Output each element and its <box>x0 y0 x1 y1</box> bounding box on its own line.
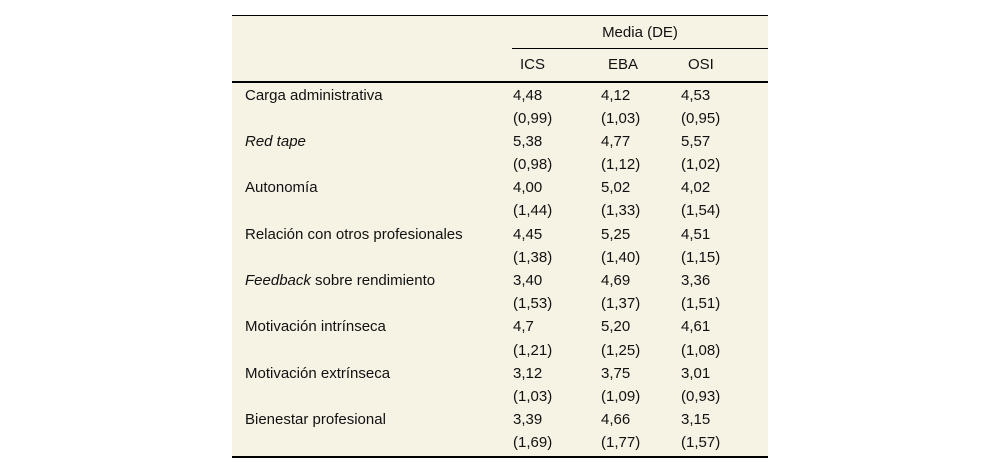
cell-mean-eba: 4,77 <box>601 132 631 150</box>
column-header-row: ICS EBA OSI <box>232 49 768 81</box>
table-row-sd: (1,53) (1,37) (1,51) <box>232 292 768 315</box>
table-row-sd: (1,38) (1,40) (1,15) <box>232 246 768 269</box>
cell-mean-osi: 4,02 <box>681 179 711 197</box>
cell-sd-osi: (1,08) <box>681 341 721 359</box>
cell-sd-eba: (1,12) <box>601 156 641 174</box>
cell-sd-osi: (1,57) <box>681 434 721 452</box>
row-label: Feedback sobre rendimiento <box>245 272 436 289</box>
cell-mean-ics: 5,38 <box>513 132 543 150</box>
row-label: Relación con otros profesionales <box>245 225 463 243</box>
row-label: Bienestar profesional <box>245 411 386 429</box>
table-row-mean: Motivación intrínseca 4,7 5,20 4,61 <box>232 315 768 338</box>
row-label: Red tape <box>245 132 306 150</box>
cell-sd-ics: (0,99) <box>513 109 553 127</box>
cell-sd-osi: (1,15) <box>681 248 721 266</box>
table-row-mean: Carga administrativa 4,48 4,12 4,53 <box>232 84 768 107</box>
cell-sd-eba: (1,09) <box>601 387 641 405</box>
cell-sd-eba: (1,37) <box>601 295 641 313</box>
cell-sd-osi: (1,02) <box>681 156 721 174</box>
group-header-row: Media (DE) <box>232 16 768 49</box>
cell-mean-eba: 4,12 <box>601 86 631 104</box>
table-row-sd: (0,99) (1,03) (0,95) <box>232 107 768 130</box>
cell-sd-ics: (0,98) <box>513 156 553 174</box>
table-header: Media (DE) ICS EBA OSI <box>232 16 768 83</box>
cell-sd-eba: (1,03) <box>601 109 641 127</box>
cell-sd-osi: (1,54) <box>681 202 721 220</box>
table-row-mean: Bienestar profesional 3,39 4,66 3,15 <box>232 408 768 431</box>
column-header-empty <box>232 49 512 81</box>
cell-mean-osi: 4,61 <box>681 318 711 336</box>
table-row-mean: Feedback sobre rendimiento 3,40 4,69 3,3… <box>232 269 768 292</box>
cell-mean-ics: 4,00 <box>513 179 543 197</box>
cell-mean-eba: 4,66 <box>601 411 631 429</box>
cell-sd-ics: (1,53) <box>513 295 553 313</box>
cell-mean-osi: 5,57 <box>681 132 711 150</box>
cell-mean-osi: 3,15 <box>681 411 711 429</box>
cell-sd-osi: (0,93) <box>681 387 721 405</box>
table-row-sd: (1,21) (1,25) (1,08) <box>232 339 768 362</box>
table-body: Carga administrativa 4,48 4,12 4,53 (0,9… <box>232 83 768 455</box>
cell-sd-eba: (1,40) <box>601 248 641 266</box>
row-label: Carga administrativa <box>245 86 383 104</box>
cell-mean-eba: 3,75 <box>601 364 631 382</box>
column-header-eba: EBA <box>608 56 639 73</box>
table-row-mean: Motivación extrínseca 3,12 3,75 3,01 <box>232 362 768 385</box>
cell-sd-ics: (1,44) <box>513 202 553 220</box>
column-header-osi: OSI <box>688 56 714 73</box>
cell-mean-osi: 3,36 <box>681 272 711 289</box>
table-row-mean: Red tape 5,38 4,77 5,57 <box>232 130 768 153</box>
cell-mean-osi: 3,01 <box>681 364 711 382</box>
row-label: Motivación extrínseca <box>245 364 391 382</box>
means-table: Media (DE) ICS EBA OSI Carga administrat… <box>232 15 768 458</box>
cell-mean-eba: 4,69 <box>601 272 631 289</box>
table-row-sd: (0,98) (1,12) (1,02) <box>232 153 768 176</box>
cell-sd-eba: (1,77) <box>601 434 641 452</box>
cell-sd-eba: (1,33) <box>601 202 641 220</box>
cell-mean-eba: 5,02 <box>601 179 631 197</box>
cell-sd-ics: (1,03) <box>513 387 553 405</box>
cell-sd-ics: (1,21) <box>513 341 553 359</box>
cell-sd-ics: (1,69) <box>513 434 553 452</box>
cell-mean-ics: 3,39 <box>513 411 543 429</box>
cell-sd-eba: (1,25) <box>601 341 641 359</box>
group-header-media-de: Media (DE) <box>512 16 768 49</box>
cell-sd-ics: (1,38) <box>513 248 553 266</box>
cell-mean-ics: 3,40 <box>513 272 543 289</box>
cell-mean-ics: 4,48 <box>513 86 543 104</box>
table-row-sd: (1,03) (1,09) (0,93) <box>232 385 768 408</box>
table-row-mean: Relación con otros profesionales 4,45 5,… <box>232 223 768 246</box>
table-row-mean: Autonomía 4,00 5,02 4,02 <box>232 176 768 199</box>
cell-mean-osi: 4,51 <box>681 225 711 243</box>
cell-sd-osi: (1,51) <box>681 295 721 313</box>
table-row-sd: (1,44) (1,33) (1,54) <box>232 199 768 222</box>
row-label: Autonomía <box>245 179 318 197</box>
cell-mean-ics: 4,7 <box>513 318 534 336</box>
cell-sd-osi: (0,95) <box>681 109 721 127</box>
cell-mean-eba: 5,25 <box>601 225 631 243</box>
column-header-ics: ICS <box>520 56 546 73</box>
cell-mean-ics: 4,45 <box>513 225 543 243</box>
table-row-sd: (1,69) (1,77) (1,57) <box>232 431 768 454</box>
cell-mean-eba: 5,20 <box>601 318 631 336</box>
cell-mean-osi: 4,53 <box>681 86 711 104</box>
cell-mean-ics: 3,12 <box>513 364 543 382</box>
row-label: Motivación intrínseca <box>245 318 386 336</box>
